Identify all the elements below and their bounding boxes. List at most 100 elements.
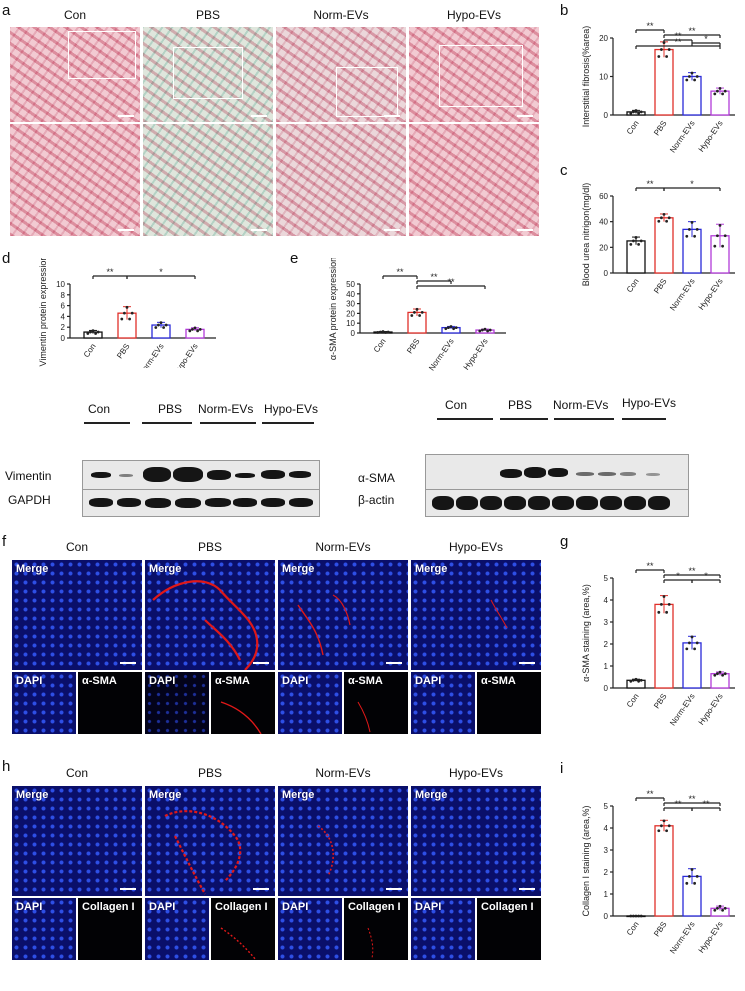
data-point xyxy=(713,908,717,912)
data-point xyxy=(488,328,492,332)
f-header-norm: Norm-EVs xyxy=(315,540,371,554)
sig-label: ** xyxy=(106,267,114,277)
data-point xyxy=(198,327,202,331)
blot-right-hypo: Hypo-EVs xyxy=(622,396,677,410)
data-point xyxy=(690,221,694,224)
data-point xyxy=(713,244,717,248)
data-point xyxy=(718,670,722,674)
fluor-h-pbs-col: Collagen I xyxy=(211,898,275,960)
blot-group-line xyxy=(500,418,548,420)
histology-hypo-zoom xyxy=(409,124,539,236)
scale-bar xyxy=(386,888,402,890)
fluor-f-hypo-dapi: DAPI xyxy=(411,672,475,734)
data-point xyxy=(657,829,661,833)
histology-norm-zoom xyxy=(276,124,406,236)
data-point xyxy=(639,678,643,682)
merge-label: Merge xyxy=(415,563,448,575)
data-point xyxy=(662,595,666,598)
data-point xyxy=(695,227,699,231)
blot-right-norm: Norm-EVs xyxy=(553,398,609,412)
scale-bar xyxy=(120,662,136,664)
collagen-label: Collagen I xyxy=(215,901,268,913)
panel-letter-d: d xyxy=(2,250,11,267)
y-tick-label: 2 xyxy=(604,640,609,649)
x-tick-label: Norm-EVs xyxy=(668,277,697,312)
x-tick-label: Hypo-EVs xyxy=(462,337,490,372)
y-tick-label: 3 xyxy=(604,618,609,627)
data-point xyxy=(632,678,635,682)
scale-bar xyxy=(519,888,535,890)
blot-bactin-label: β-actin xyxy=(358,493,395,507)
data-point xyxy=(415,307,419,311)
h-header-hypo: Hypo-EVs xyxy=(448,766,504,780)
fluor-h-con-col: Collagen I xyxy=(78,898,142,960)
y-tick-label: 60 xyxy=(599,192,608,201)
data-point xyxy=(86,332,90,335)
blot-group-line xyxy=(262,422,314,424)
data-point xyxy=(723,906,727,910)
y-tick-label: 20 xyxy=(346,309,355,318)
y-tick-label: 40 xyxy=(346,290,355,299)
histology-pbs-zoom xyxy=(143,124,273,236)
data-point xyxy=(690,71,694,75)
h-header-con: Con xyxy=(65,766,88,780)
data-point xyxy=(162,326,166,329)
data-point xyxy=(657,610,661,614)
x-tick-label: Con xyxy=(625,119,641,136)
dapi-label: DAPI xyxy=(16,901,43,913)
blot-vimentin-label: Vimentin xyxy=(5,469,52,483)
data-point xyxy=(420,311,424,314)
histology-con-overview xyxy=(10,27,140,122)
sig-label: ** xyxy=(430,272,438,282)
data-point xyxy=(693,234,696,238)
x-tick-label: Norm-EVs xyxy=(668,920,697,955)
sig-label: ** xyxy=(646,789,654,799)
blot-left-con: Con xyxy=(88,402,111,416)
y-tick-label: 20 xyxy=(599,243,608,252)
h-header-norm: Norm-EVs xyxy=(315,766,371,780)
y-tick-label: 30 xyxy=(346,300,355,309)
chart-d: 0 2 46 8 10 Vimentin protein expression Con PBS… xyxy=(38,258,216,368)
chart-g: 0 1 2 3 4 5 α-SMA staining (area,%) Con PBS Norm-… xyxy=(581,561,735,727)
a-header-hypo: Hypo-EVs xyxy=(446,8,502,22)
panel-letter-a: a xyxy=(2,2,11,19)
data-point xyxy=(660,216,663,220)
merge-label: Merge xyxy=(149,563,182,575)
data-point xyxy=(91,329,95,333)
y-tick-label: 6 xyxy=(61,302,66,311)
data-point xyxy=(693,647,696,651)
blot-vimentin xyxy=(82,460,320,490)
data-point xyxy=(667,824,671,828)
data-point xyxy=(665,610,668,614)
data-point xyxy=(637,111,640,115)
data-point xyxy=(723,89,727,93)
blot-gapdh-label: GAPDH xyxy=(8,493,51,507)
data-point xyxy=(89,330,92,334)
fluor-f-con-merge: Merge xyxy=(12,560,142,670)
data-point xyxy=(154,326,158,329)
x-tick-label: Con xyxy=(625,920,641,937)
fluor-h-con-merge: Merge xyxy=(12,786,142,896)
sig-label: * xyxy=(159,267,163,277)
data-point xyxy=(721,92,724,96)
fluor-f-norm-asma: α-SMA xyxy=(344,672,408,734)
scale-bar xyxy=(118,229,134,231)
y-axis-label: α-SMA protein expression xyxy=(328,258,338,360)
x-tick-label: Norm-EVs xyxy=(137,342,166,368)
sig-label: * xyxy=(704,571,708,581)
merge-label: Merge xyxy=(415,789,448,801)
x-tick-label: PBS xyxy=(652,119,669,137)
fluor-h-hypo-dapi: DAPI xyxy=(411,898,475,960)
x-tick-label: Norm-EVs xyxy=(668,692,697,727)
data-point xyxy=(188,329,192,333)
collagen-label: Collagen I xyxy=(481,901,534,913)
blot-left-hypo: Hypo-EVs xyxy=(264,402,319,416)
blot-group-line xyxy=(84,422,130,424)
data-point xyxy=(454,326,458,330)
data-point xyxy=(716,89,719,93)
data-point xyxy=(690,635,694,639)
data-point xyxy=(723,234,727,238)
data-point xyxy=(688,875,691,878)
sig-label: * xyxy=(676,571,680,581)
data-point xyxy=(660,824,663,828)
